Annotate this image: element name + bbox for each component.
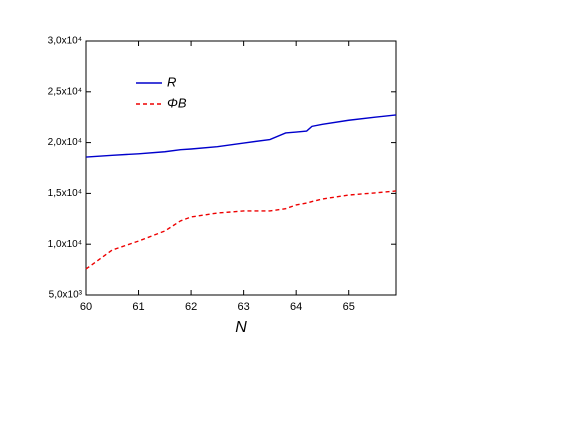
y-tick-label: 2,0x10⁴ <box>48 137 82 148</box>
y-tick-label: 2,5x10⁴ <box>48 86 82 97</box>
series-line <box>85 190 397 270</box>
y-tick-label: 1,5x10⁴ <box>48 188 82 199</box>
x-tick-label: 64 <box>290 301 302 313</box>
x-tick-label: 61 <box>132 301 144 313</box>
y-tick-label: 5,0x10³ <box>49 290 83 301</box>
legend-label: ΦB <box>167 95 187 110</box>
series-line <box>85 114 397 158</box>
x-axis-label: N <box>235 319 247 336</box>
y-tick-label: 1,0x10⁴ <box>48 239 82 250</box>
legend-label: R <box>167 74 176 89</box>
x-tick-label: 63 <box>238 301 250 313</box>
y-tick-label: 3,0x10⁴ <box>48 36 82 47</box>
plot-frame <box>85 40 397 296</box>
x-tick-label: 62 <box>185 301 197 313</box>
x-tick-label: 65 <box>343 301 355 313</box>
x-tick-label: 60 <box>80 301 92 313</box>
